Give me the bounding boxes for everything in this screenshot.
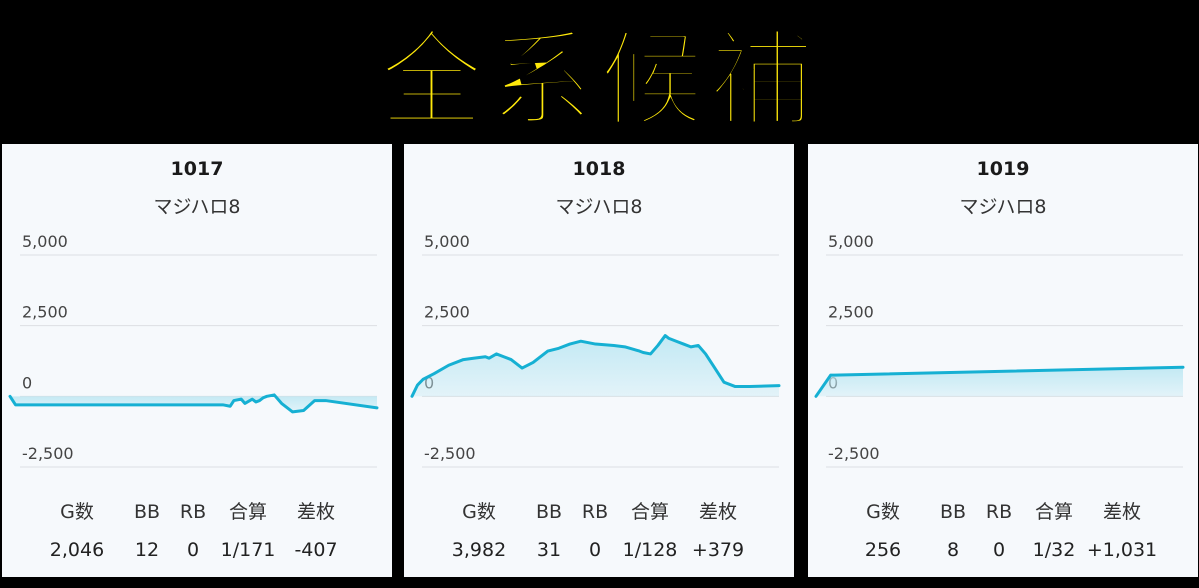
series-line: [8, 393, 379, 414]
machine-model: マジハロ8: [959, 196, 1047, 218]
series-area: [412, 335, 779, 397]
stat-value: +379: [691, 539, 745, 561]
stat-header: RB: [985, 501, 1013, 523]
y-tick-label: 2,500: [22, 303, 68, 322]
stat-value: 3,982: [451, 539, 507, 561]
stat-column: BB 8: [913, 496, 993, 568]
stat-column: 合算 1/128: [610, 496, 690, 568]
machine-model: マジハロ8: [153, 196, 241, 218]
stat-header: 合算: [228, 501, 267, 523]
stat-column: G数 2,046: [37, 496, 117, 568]
stat-value: 1/171: [220, 539, 276, 561]
stat-header: RB: [581, 501, 609, 523]
stat-header: 合算: [630, 501, 669, 523]
y-tick-label: 5,000: [424, 232, 470, 251]
stat-column: RB 0: [153, 496, 233, 568]
stat-column: BB 12: [107, 496, 187, 568]
stat-header: G数: [60, 501, 94, 523]
machine-model: マジハロ8: [555, 196, 643, 218]
y-tick-label: 0: [22, 373, 32, 392]
stat-value: 256: [864, 539, 902, 561]
stat-value: 12: [134, 539, 160, 561]
stat-column: G数 256: [843, 496, 923, 568]
chart-svg: 5,000 2,500 0 -2,500: [8, 232, 379, 468]
stat-column: 差枚 +379: [678, 496, 758, 568]
y-tick-label: 2,500: [424, 303, 470, 322]
stat-value: -407: [294, 539, 338, 561]
stat-header: BB: [535, 501, 563, 523]
stat-header: G数: [866, 501, 900, 523]
stat-value: 0: [588, 539, 602, 561]
stat-header: 合算: [1034, 501, 1073, 523]
banner-title: 全系候補: [378, 17, 820, 142]
machine-card: 1017 マジハロ8 5,000 2,500 0 -2,500 G数 2,046 BB 12…: [2, 144, 392, 577]
stat-header: BB: [939, 501, 967, 523]
stat-column: G数 3,982: [439, 496, 519, 568]
series-line: [814, 365, 1185, 398]
stat-value: 31: [536, 539, 562, 561]
payout-chart: 5,000 2,500 0 -2,500: [2, 224, 392, 484]
stat-value: 1/128: [622, 539, 678, 561]
stat-column: BB 31: [509, 496, 589, 568]
stat-value: 1/32: [1032, 539, 1076, 561]
stat-header: BB: [133, 501, 161, 523]
y-tick-label: 2,500: [828, 303, 874, 322]
stat-column: 合算 1/171: [208, 496, 288, 568]
y-tick-label: 5,000: [22, 232, 68, 251]
y-tick-label: -2,500: [424, 444, 476, 463]
stat-header: 差枚: [1102, 501, 1141, 523]
machine-card: 1018 マジハロ8 5,000 2,500 0 -2,500 G数 3,982 BB 31…: [404, 144, 794, 577]
machine-number: 1018: [572, 158, 626, 180]
stat-value: 0: [992, 539, 1006, 561]
series-line: [410, 334, 781, 398]
banner: 全系候補: [0, 0, 1199, 142]
y-tick-label: -2,500: [828, 444, 880, 463]
stat-value: +1,031: [1086, 539, 1158, 561]
stat-value: 0: [186, 539, 200, 561]
stat-column: 差枚 -407: [276, 496, 356, 568]
stat-column: 差枚 +1,031: [1082, 496, 1162, 568]
stat-column: RB 0: [555, 496, 635, 568]
stat-header: 差枚: [296, 501, 335, 523]
stat-value: 2,046: [49, 539, 105, 561]
stat-header: RB: [179, 501, 207, 523]
machine-number: 1017: [170, 158, 224, 180]
stat-column: 合算 1/32: [1014, 496, 1094, 568]
stat-column: RB 0: [959, 496, 1039, 568]
machine-number: 1019: [976, 158, 1030, 180]
y-tick-label: 5,000: [828, 232, 874, 251]
stat-header: G数: [462, 501, 496, 523]
stat-value: 8: [946, 539, 960, 561]
y-tick-label: -2,500: [22, 444, 74, 463]
stat-header: 差枚: [698, 501, 737, 523]
